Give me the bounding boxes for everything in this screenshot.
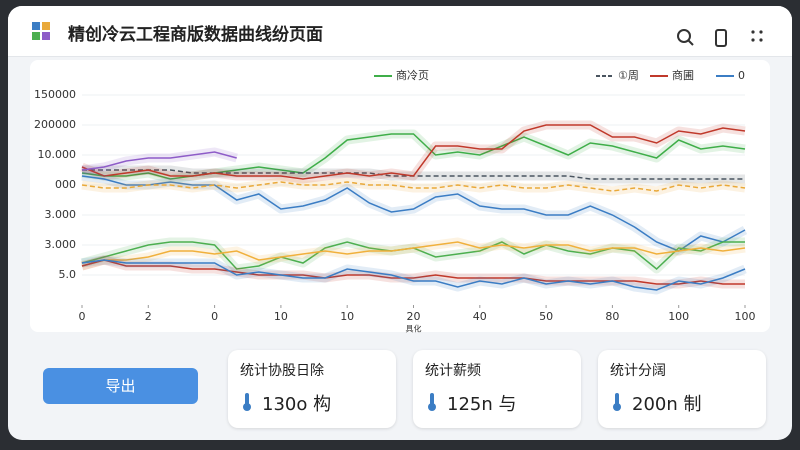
x-tick-label: 20 — [407, 310, 421, 323]
x-tick-label: 10 — [340, 310, 354, 323]
x-tick-label: 50 — [539, 310, 553, 323]
search-icon[interactable] — [677, 29, 694, 46]
x-tick-label: 80 — [605, 310, 619, 323]
y-tick-label: 000 — [55, 178, 76, 191]
series-line — [81, 124, 746, 180]
series-line — [81, 259, 746, 291]
stat-card: 统计分阔 200n 制 — [598, 350, 766, 428]
thermometer-icon — [428, 393, 436, 411]
x-tick-label: 100 — [735, 310, 756, 323]
stat-label: 统计分阔 — [610, 363, 666, 379]
x-tick-label: 0 — [211, 310, 218, 323]
series-line — [81, 241, 746, 267]
x-tick-label: 10 — [274, 310, 288, 323]
stat-card: 统计协股日除 130o 构 — [228, 350, 396, 428]
y-tick-label: 3.000 — [45, 208, 77, 221]
stat-value: 125n 与 — [447, 394, 517, 415]
series-line — [81, 175, 746, 252]
grid-icon[interactable] — [751, 30, 763, 42]
series-line — [81, 181, 746, 192]
y-tick-label: 5.0 — [59, 268, 77, 281]
export-button[interactable]: 导出 — [43, 368, 198, 404]
x-tick-label: 40 — [473, 310, 487, 323]
header: 精创冷云工程商版数据曲线纷页面 — [8, 6, 792, 57]
legend-label: 商冷页 — [396, 68, 429, 82]
legend-label: ①周 — [618, 69, 639, 82]
app-logo — [32, 22, 50, 40]
thermometer-icon — [243, 393, 251, 411]
y-tick-label: 10.000 — [38, 148, 77, 161]
page-title: 精创冷云工程商版数据曲线纷页面 — [68, 25, 323, 45]
toolbar-icons — [677, 29, 763, 47]
x-tick-label: 2 — [145, 310, 152, 323]
stat-card: 统计薪频 125n 与 — [413, 350, 581, 428]
legend-label: 商圃 — [672, 68, 694, 82]
y-tick-label: 3.000 — [45, 238, 77, 251]
screen: 精创冷云工程商版数据曲线纷页面 5.0 3.000 3.000 000 10.000 20… — [8, 6, 792, 440]
stat-value: 200n 制 — [632, 394, 702, 415]
x-tick-label: 0 — [79, 310, 86, 323]
stat-label: 统计协股日除 — [240, 363, 324, 379]
x-tick-label: 100 — [668, 310, 689, 323]
device-icon[interactable] — [715, 29, 727, 47]
y-tick-label: 200000 — [34, 118, 76, 131]
thermometer-icon — [613, 393, 621, 411]
legend-label: 0 — [738, 69, 745, 82]
stat-label: 统计薪频 — [425, 363, 481, 379]
series-line — [81, 151, 237, 171]
stat-value: 130o 构 — [262, 394, 332, 415]
series-line — [81, 259, 745, 285]
y-tick-label: 150000 — [34, 88, 76, 101]
x-axis-label: 具化 — [406, 324, 422, 334]
